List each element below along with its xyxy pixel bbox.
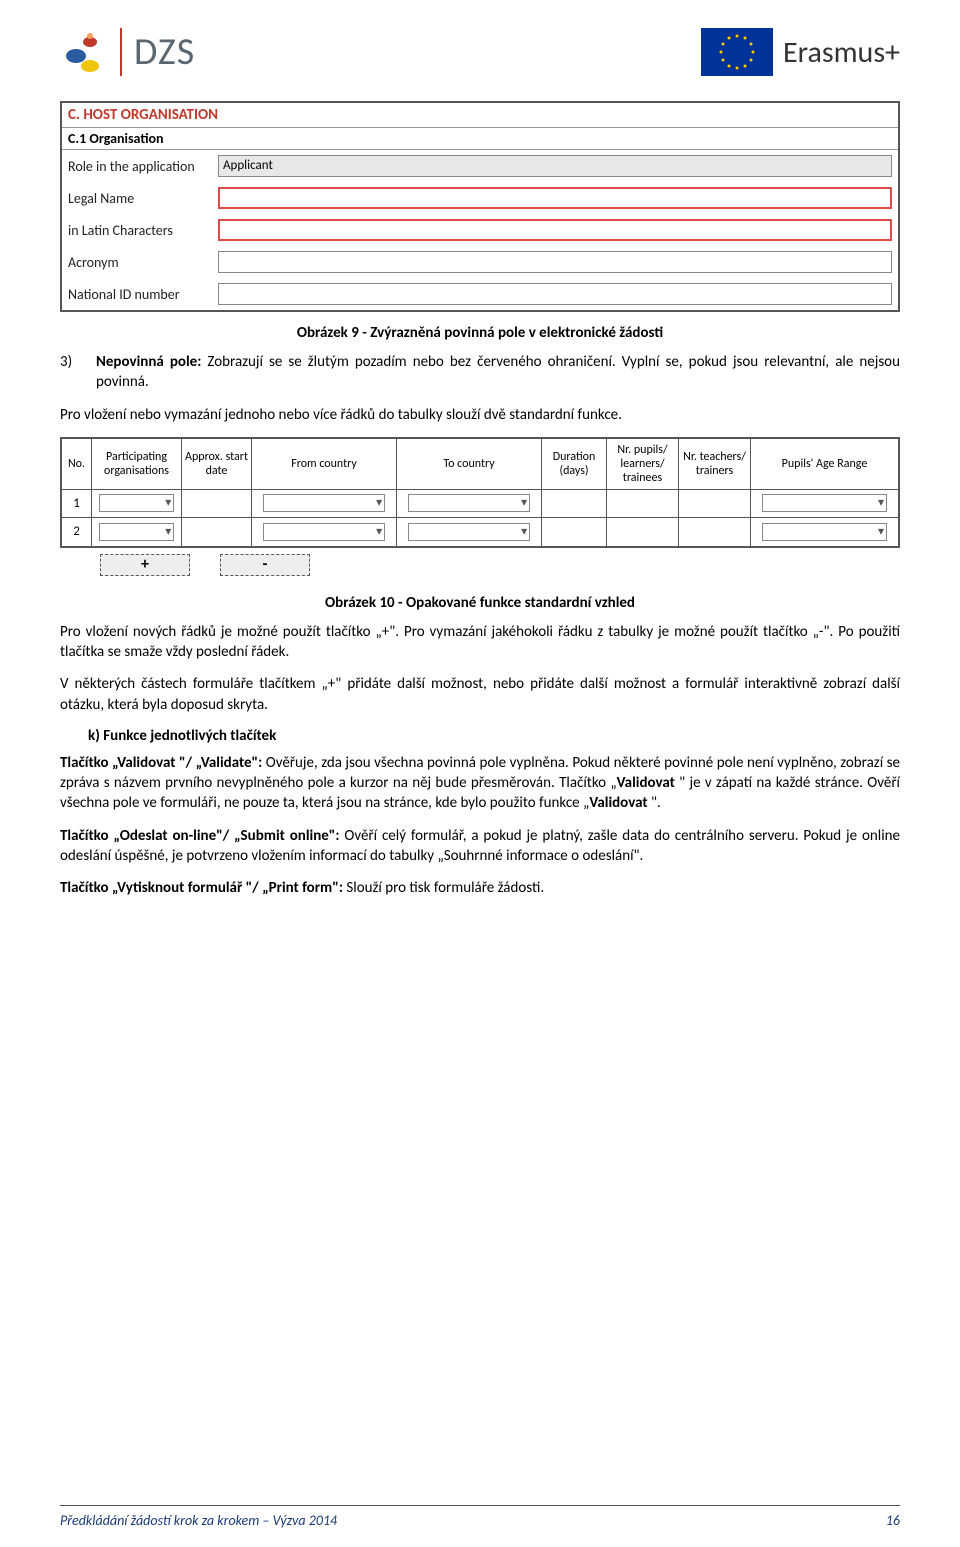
paragraph-plus-reveals: V některých částech formuláře tlačítkem … xyxy=(60,674,900,715)
add-row-button[interactable]: + xyxy=(100,554,190,576)
paragraph-validate: Tlačítko „Validovat "/ „Validate": Ověřu… xyxy=(60,753,900,814)
table-cell xyxy=(397,518,542,546)
form-input[interactable] xyxy=(218,251,892,273)
form-input[interactable] xyxy=(218,283,892,305)
table-cell xyxy=(751,518,898,546)
form-row: Acronym xyxy=(62,246,898,278)
subsection-title: C.1 Organisation xyxy=(62,128,898,150)
dropdown[interactable] xyxy=(408,523,530,541)
col-age: Pupils' Age Range xyxy=(751,439,898,489)
separator xyxy=(120,28,122,76)
form-input[interactable] xyxy=(218,187,892,209)
add-remove-buttons: + - xyxy=(60,548,900,582)
table-cell xyxy=(182,490,252,517)
eu-flag-icon xyxy=(701,28,773,76)
footer: Předkládání žádostí krok za krokem – Výz… xyxy=(60,1505,900,1529)
header: DZS Erasmus+ xyxy=(60,28,900,76)
table-row: 1 xyxy=(62,490,898,518)
footer-page: 16 xyxy=(886,1512,900,1529)
text: ". xyxy=(648,794,661,812)
dropdown[interactable] xyxy=(263,523,385,541)
paragraph-plus-minus: Pro vložení nových řádků je možné použít… xyxy=(60,622,900,663)
dropdown[interactable] xyxy=(99,523,175,541)
table-cell xyxy=(679,518,751,546)
form-host-organisation: C. HOST ORGANISATION C.1 Organisation Ro… xyxy=(60,101,900,312)
erasmus-text: Erasmus+ xyxy=(783,34,900,71)
form-label: in Latin Characters xyxy=(68,222,208,239)
section-title: C. HOST ORGANISATION xyxy=(62,103,898,128)
dropdown[interactable] xyxy=(263,494,385,512)
label-bold: Validovat xyxy=(589,794,647,812)
col-duration: Duration (days) xyxy=(542,439,607,489)
table-cell xyxy=(252,518,397,546)
page: DZS Erasmus+ C. HOST ORGANISATION xyxy=(0,0,960,1547)
caption-figure-10: Obrázek 10 - Opakované funkce standardní… xyxy=(60,594,900,612)
text: Zobrazují se se žlutým pozadím nebo bez … xyxy=(96,353,900,391)
table-cell xyxy=(92,490,182,517)
paragraph-text: Nepovinná pole: Zobrazují se se žlutým p… xyxy=(96,352,900,393)
dropdown[interactable] xyxy=(408,494,530,512)
label-bold: Validovat xyxy=(617,774,675,792)
col-no: No. xyxy=(62,439,92,489)
label-bold: Tlačítko „Validovat "/ „Validate": xyxy=(60,754,262,772)
form-row: Role in the application Applicant xyxy=(62,150,898,182)
form-input[interactable]: Applicant xyxy=(218,155,892,177)
col-participating: Participating organisations xyxy=(92,439,182,489)
form-row: Legal Name xyxy=(62,182,898,214)
form-row: National ID number xyxy=(62,278,898,310)
table-cell xyxy=(542,518,607,546)
table-cell xyxy=(607,490,679,517)
dropdown[interactable] xyxy=(762,494,887,512)
dzs-text: DZS xyxy=(134,29,195,75)
dropdown[interactable] xyxy=(99,494,175,512)
col-startdate: Approx. start date xyxy=(182,439,252,489)
form-input[interactable] xyxy=(218,219,892,241)
paragraph-submit: Tlačítko „Odeslat on-line"/ „Submit onli… xyxy=(60,826,900,867)
table-cell xyxy=(182,518,252,546)
form-label: Role in the application xyxy=(68,158,208,175)
dzs-logo: DZS xyxy=(60,28,195,76)
form-label: National ID number xyxy=(68,286,208,303)
form-label: Legal Name xyxy=(68,190,208,207)
label-bold: Tlačítko „Odeslat on-line"/ „Submit onli… xyxy=(60,827,340,845)
table-cell xyxy=(679,490,751,517)
table-rows-demo: No. Participating organisations Approx. … xyxy=(60,437,900,548)
table-cell: 1 xyxy=(62,490,92,517)
table-cell xyxy=(542,490,607,517)
col-from: From country xyxy=(252,439,397,489)
table-cell: 2 xyxy=(62,518,92,546)
form-row: in Latin Characters xyxy=(62,214,898,246)
paragraph-print: Tlačítko „Vytisknout formulář "/ „Print … xyxy=(60,878,900,898)
paragraph-nonmandatory: 3) Nepovinná pole: Zobrazují se se žlutý… xyxy=(60,352,900,393)
table-cell xyxy=(92,518,182,546)
caption-figure-9: Obrázek 9 - Zvýrazněná povinná pole v el… xyxy=(60,324,900,342)
table-header-row: No. Participating organisations Approx. … xyxy=(62,439,898,490)
subheading-k: k) Funkce jednotlivých tlačítek xyxy=(88,727,900,745)
erasmus-logo: Erasmus+ xyxy=(701,28,900,76)
table-cell xyxy=(607,518,679,546)
col-teachers: Nr. teachers/ trainers xyxy=(679,439,751,489)
remove-row-button[interactable]: - xyxy=(220,554,310,576)
table-cell xyxy=(397,490,542,517)
dropdown[interactable] xyxy=(762,523,887,541)
table-cell xyxy=(252,490,397,517)
footer-title: Předkládání žádostí krok za krokem – Výz… xyxy=(60,1512,337,1529)
table-row: 2 xyxy=(62,518,898,546)
label-bold: Nepovinná pole: xyxy=(96,353,201,371)
col-to: To country xyxy=(397,439,542,489)
dzs-icon xyxy=(60,28,108,76)
text: Slouží pro tisk formuláře žádosti. xyxy=(343,879,544,897)
label-bold: Tlačítko „Vytisknout formulář "/ „Print … xyxy=(60,879,343,897)
table-cell xyxy=(751,490,898,517)
col-pupils: Nr. pupils/ learners/ trainees xyxy=(607,439,679,489)
form-label: Acronym xyxy=(68,254,208,271)
list-number: 3) xyxy=(60,352,78,393)
paragraph-insert-delete: Pro vložení nebo vymazání jednoho nebo v… xyxy=(60,405,900,425)
